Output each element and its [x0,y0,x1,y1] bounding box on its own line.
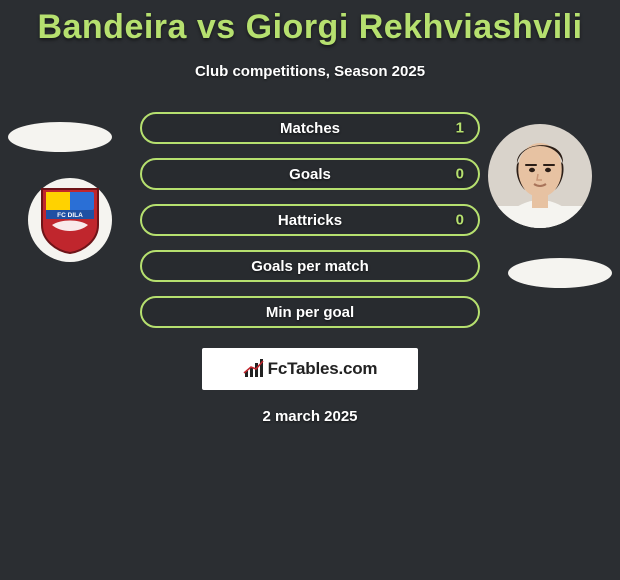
stat-label: Goals per match [251,258,369,275]
stat-value-right: 0 [456,166,464,183]
stat-row: Min per goal [140,296,480,328]
stat-row: Matches 1 [140,112,480,144]
stat-row: Goals per match [140,250,480,282]
brand-name: FcTables.com [268,359,378,379]
stat-label: Min per goal [266,304,354,321]
stats-column: Matches 1 Goals 0 Hattricks 0 Goals per … [140,112,480,328]
stat-row: Hattricks 0 [140,204,480,236]
stat-label: Goals [289,166,331,183]
stat-value-right: 1 [456,120,464,137]
date-line: 2 march 2025 [0,408,620,425]
stat-value-right: 0 [456,212,464,229]
stat-label: Matches [280,120,340,137]
page-title: Bandeira vs Giorgi Rekhviashvili [0,0,620,47]
stats-area: Matches 1 Goals 0 Hattricks 0 Goals per … [0,112,620,425]
bar-chart-icon [243,359,265,379]
stat-row: Goals 0 [140,158,480,190]
stat-label: Hattricks [278,212,342,229]
subtitle: Club competitions, Season 2025 [0,63,620,80]
brand-attribution[interactable]: FcTables.com [202,348,418,390]
